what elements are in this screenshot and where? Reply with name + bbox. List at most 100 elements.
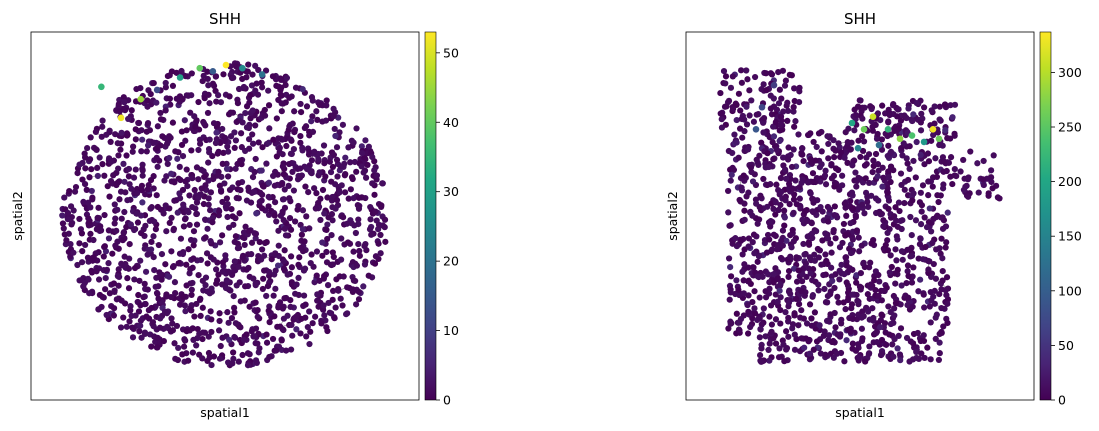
spot xyxy=(909,197,916,204)
spot xyxy=(271,212,278,219)
spot xyxy=(303,333,310,340)
spot xyxy=(939,255,946,262)
spot xyxy=(182,137,189,144)
spot xyxy=(157,116,165,123)
spot xyxy=(103,266,111,273)
spot xyxy=(350,195,357,202)
spot xyxy=(213,280,220,287)
spot xyxy=(61,231,68,238)
spot xyxy=(237,186,244,194)
spot xyxy=(74,169,81,177)
spot xyxy=(279,196,287,203)
spot xyxy=(64,216,72,223)
spot xyxy=(330,151,337,159)
spot xyxy=(919,182,927,189)
spot xyxy=(184,183,191,190)
spot xyxy=(252,235,259,242)
spot xyxy=(741,200,748,207)
spot xyxy=(980,181,987,189)
spot xyxy=(311,185,318,192)
spot xyxy=(831,154,838,161)
panel-2-colorbar xyxy=(1039,31,1052,401)
spot xyxy=(743,67,750,74)
spot xyxy=(777,113,785,120)
spot xyxy=(109,250,116,257)
spot xyxy=(740,172,747,179)
spot xyxy=(313,248,321,255)
spot xyxy=(268,256,275,263)
spot xyxy=(903,334,911,342)
spot xyxy=(824,133,831,140)
spot xyxy=(277,86,284,94)
spot xyxy=(186,270,193,277)
spot xyxy=(828,338,836,346)
spot xyxy=(90,254,97,261)
spot xyxy=(904,268,911,275)
spot xyxy=(880,287,887,295)
spot xyxy=(309,320,316,327)
spot xyxy=(197,312,204,320)
spot xyxy=(205,333,212,340)
spot xyxy=(756,334,763,341)
spot xyxy=(947,154,955,161)
spot xyxy=(171,279,179,286)
spot xyxy=(854,177,861,185)
spot xyxy=(286,195,293,202)
spot xyxy=(312,313,319,320)
spot xyxy=(990,152,997,159)
spot xyxy=(939,267,946,275)
spot xyxy=(725,209,732,216)
spot xyxy=(145,142,152,149)
spot xyxy=(303,103,311,110)
spot xyxy=(223,277,230,284)
spot xyxy=(95,276,103,283)
spot xyxy=(78,259,86,266)
spot xyxy=(131,276,138,283)
spot xyxy=(110,280,118,287)
spot xyxy=(859,115,866,122)
spot xyxy=(158,251,166,258)
spot xyxy=(187,236,195,244)
spot xyxy=(751,73,759,81)
spot xyxy=(259,144,266,151)
spot xyxy=(157,142,164,149)
spot xyxy=(944,209,951,216)
hotspot-spot xyxy=(848,119,856,127)
spot xyxy=(139,172,146,179)
spot xyxy=(381,216,389,223)
spot xyxy=(935,356,942,364)
spot xyxy=(775,354,783,361)
spot xyxy=(339,121,347,128)
spot xyxy=(832,235,839,242)
spot xyxy=(838,320,845,327)
spot xyxy=(809,170,817,177)
spot xyxy=(281,204,289,211)
spot xyxy=(250,275,257,282)
spot xyxy=(298,231,305,238)
spot xyxy=(360,283,367,290)
spot xyxy=(362,174,370,181)
spot xyxy=(876,278,883,285)
spot xyxy=(207,189,215,196)
spot xyxy=(166,219,173,227)
spot xyxy=(738,115,745,123)
spot xyxy=(140,294,147,301)
spot xyxy=(781,195,789,202)
spot xyxy=(137,302,144,309)
spot xyxy=(353,168,360,175)
spot xyxy=(910,264,917,271)
spot xyxy=(861,162,869,169)
spot xyxy=(731,131,738,138)
spot xyxy=(270,136,277,143)
spot xyxy=(308,251,315,258)
spot xyxy=(263,160,270,167)
spot xyxy=(774,298,781,305)
spot xyxy=(223,165,231,172)
spot xyxy=(878,136,886,143)
spot xyxy=(729,73,736,80)
spot xyxy=(304,165,311,173)
spot xyxy=(205,82,212,89)
panel-2-ylabel: spatial2 xyxy=(665,191,680,241)
spot xyxy=(829,277,836,285)
spot xyxy=(893,127,901,134)
